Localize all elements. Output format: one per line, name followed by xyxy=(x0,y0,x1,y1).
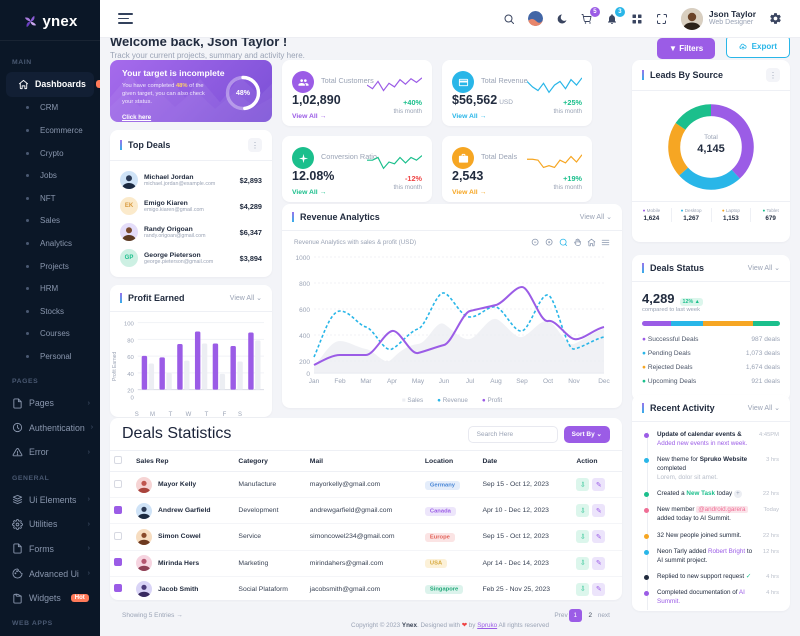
svg-text:20: 20 xyxy=(127,389,134,395)
svg-text:Sep: Sep xyxy=(516,378,528,385)
svg-text:400: 400 xyxy=(299,333,310,340)
svg-text:Oct: Oct xyxy=(543,378,553,385)
svg-text:Nov: Nov xyxy=(568,378,580,385)
svg-text:1000: 1000 xyxy=(296,255,311,262)
svg-text:600: 600 xyxy=(299,307,310,314)
svg-text:Jun: Jun xyxy=(439,378,450,385)
svg-text:800: 800 xyxy=(299,281,310,288)
svg-text:0: 0 xyxy=(306,371,310,378)
svg-text:100: 100 xyxy=(124,322,135,328)
svg-text:60: 60 xyxy=(127,355,134,361)
svg-text:Dec: Dec xyxy=(598,378,610,385)
svg-text:Aug: Aug xyxy=(490,378,502,385)
svg-text:Feb: Feb xyxy=(334,378,346,385)
svg-text:Apr: Apr xyxy=(387,378,398,385)
svg-text:Jul: Jul xyxy=(466,378,475,385)
svg-text:80: 80 xyxy=(127,338,134,344)
svg-text:Jan: Jan xyxy=(309,378,320,385)
svg-text:Mar: Mar xyxy=(360,378,372,385)
svg-text:200: 200 xyxy=(299,359,310,366)
svg-text:May: May xyxy=(412,378,425,385)
svg-text:0: 0 xyxy=(131,396,135,402)
svg-text:40: 40 xyxy=(127,372,134,378)
